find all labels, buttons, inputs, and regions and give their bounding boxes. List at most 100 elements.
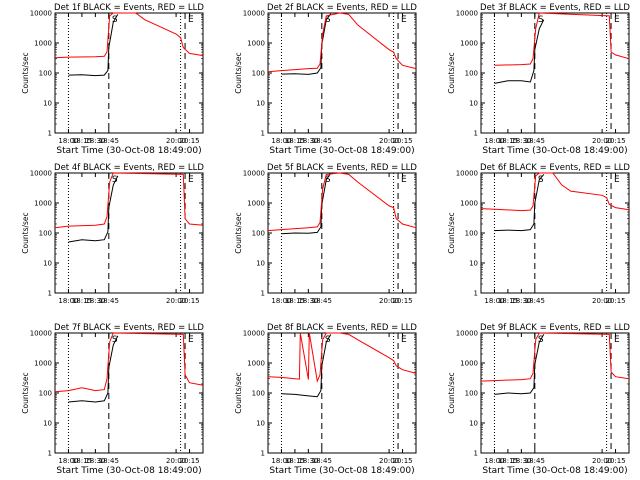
events-series-line — [68, 335, 119, 403]
x-axis-label: Start Time (30-Oct-08 18:49:00) — [269, 146, 414, 156]
x-tick-label: 18:30 — [298, 457, 318, 465]
chart-panel: Det 8f BLACK = Events, RED = LLD 1 10 100 10… — [234, 323, 417, 476]
marker-label: S — [538, 175, 544, 185]
y-tick-label: 1 — [48, 450, 52, 458]
x-tick-label: 20:00 — [592, 137, 612, 145]
marker-label: E — [614, 335, 620, 345]
x-tick-label: 18:30 — [298, 297, 318, 305]
x-tick-label: 18:15 — [285, 137, 305, 145]
y-tick-label: 100 — [465, 230, 478, 238]
x-tick-label: 18:30 — [85, 297, 105, 305]
x-axis-label: Start Time (30-Oct-08 18:49:00) — [56, 466, 201, 476]
y-axis-label: Counts/sec — [447, 212, 456, 253]
x-tick-label: 18:15 — [498, 297, 518, 305]
y-tick-label: 1 — [48, 290, 52, 298]
panel-title: Det 3f BLACK = Events, RED = LLD — [480, 3, 630, 13]
lld-series-line — [54, 332, 204, 393]
y-tick-label: 10000 — [243, 10, 265, 18]
lld-series-line — [54, 12, 204, 59]
x-tick-label: 20:15 — [605, 457, 625, 465]
panel-title: Det 8f BLACK = Events, RED = LLD — [267, 323, 417, 333]
y-tick-label: 10000 — [243, 170, 265, 178]
events-series-line — [494, 334, 545, 395]
x-tick-label: 20:00 — [379, 297, 399, 305]
marker-label: E — [401, 15, 407, 25]
x-tick-label: 18:00 — [271, 457, 291, 465]
y-tick-label: 10000 — [456, 170, 478, 178]
y-tick-label: 10 — [469, 260, 478, 268]
chart-panel: Det 2f BLACK = Events, RED = LLD 1 10 100 10… — [234, 3, 417, 156]
x-tick-label: 20:15 — [392, 297, 412, 305]
x-tick-label: 18:30 — [511, 137, 531, 145]
x-tick-label: 20:00 — [592, 297, 612, 305]
x-axis-label: Start Time (30-Oct-08 18:49:00) — [482, 466, 627, 476]
marker-label: E — [188, 335, 194, 345]
marker-label: S — [325, 175, 331, 185]
chart-panel: Det 4f BLACK = Events, RED = LLD 1 10 100 10… — [21, 163, 204, 305]
y-tick-label: 100 — [465, 390, 478, 398]
y-tick-label: 1000 — [460, 360, 478, 368]
y-tick-label: 1000 — [247, 200, 265, 208]
y-tick-label: 10000 — [30, 330, 52, 338]
x-tick-label: 18:15 — [72, 297, 92, 305]
events-series-line — [281, 172, 332, 235]
panel-title: Det 1f BLACK = Events, RED = LLD — [54, 3, 204, 13]
y-tick-label: 100 — [252, 390, 265, 398]
events-series-line — [281, 334, 332, 398]
y-tick-label: 1 — [48, 130, 52, 138]
y-tick-label: 1000 — [460, 40, 478, 48]
panel-title: Det 2f BLACK = Events, RED = LLD — [267, 3, 417, 13]
marker-label: S — [112, 175, 118, 185]
y-axis-label: Counts/sec — [447, 372, 456, 413]
chart-panel: Det 3f BLACK = Events, RED = LLD 1 10 100 10… — [447, 3, 630, 156]
marker-label: E — [401, 175, 407, 185]
y-tick-label: 10 — [256, 100, 265, 108]
y-axis-label: Counts/sec — [447, 52, 456, 93]
y-tick-label: 1 — [261, 290, 265, 298]
y-tick-label: 1000 — [34, 40, 52, 48]
lld-series-line — [480, 172, 630, 212]
x-tick-label: 18:45 — [99, 457, 119, 465]
x-tick-label: 18:15 — [285, 457, 305, 465]
x-tick-label: 18:45 — [525, 137, 545, 145]
lld-series-line — [267, 172, 417, 232]
marker-label: E — [188, 15, 194, 25]
x-tick-label: 18:15 — [498, 457, 518, 465]
y-tick-label: 1 — [474, 130, 478, 138]
marker-label: S — [325, 15, 331, 25]
lld-series-line — [267, 12, 417, 73]
events-series-line — [68, 14, 119, 77]
panel-title: Det 7f BLACK = Events, RED = LLD — [54, 323, 204, 333]
y-tick-label: 100 — [252, 230, 265, 238]
chart-panel: Det 7f BLACK = Events, RED = LLD 1 10 100 10… — [21, 323, 204, 476]
x-tick-label: 18:00 — [484, 137, 504, 145]
events-series-line — [494, 19, 545, 84]
y-tick-label: 1000 — [247, 40, 265, 48]
x-tick-label: 18:00 — [484, 297, 504, 305]
y-axis-label: Counts/sec — [21, 372, 30, 413]
y-tick-label: 1000 — [247, 360, 265, 368]
y-tick-label: 1000 — [34, 200, 52, 208]
events-series-line — [281, 13, 332, 75]
x-tick-label: 18:45 — [312, 297, 332, 305]
x-tick-label: 20:15 — [605, 137, 625, 145]
y-axis-label: Counts/sec — [234, 52, 243, 93]
marker-label: E — [614, 175, 620, 185]
x-tick-label: 18:45 — [312, 137, 332, 145]
x-tick-label: 18:00 — [271, 137, 291, 145]
events-series-line — [68, 175, 119, 243]
panel-title: Det 9f BLACK = Events, RED = LLD — [480, 323, 630, 333]
y-tick-label: 1 — [261, 130, 265, 138]
y-tick-label: 100 — [39, 70, 52, 78]
lld-series-line — [494, 12, 630, 66]
y-axis-label: Counts/sec — [21, 52, 30, 93]
x-tick-label: 18:15 — [285, 297, 305, 305]
x-tick-label: 20:00 — [379, 457, 399, 465]
y-tick-label: 10000 — [243, 330, 265, 338]
x-tick-label: 18:00 — [271, 297, 291, 305]
x-tick-label: 20:00 — [166, 457, 186, 465]
x-axis-label: Start Time (30-Oct-08 18:49:00) — [56, 146, 201, 156]
y-tick-label: 100 — [39, 230, 52, 238]
x-tick-label: 18:00 — [484, 457, 504, 465]
